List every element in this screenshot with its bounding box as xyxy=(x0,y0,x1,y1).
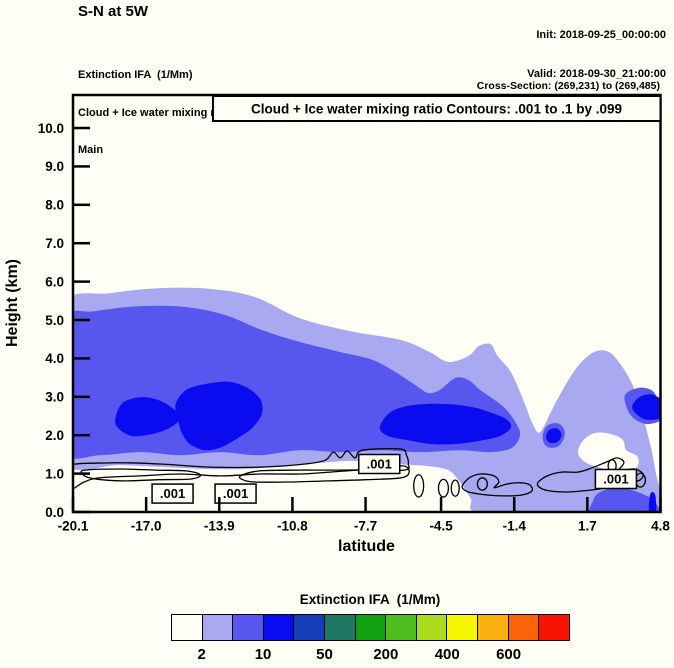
y-tick-label-7.0: 7.0 xyxy=(45,236,64,251)
fill-region-medium-bottom-right xyxy=(589,487,661,512)
x-tick-label--13.9: -13.9 xyxy=(204,519,235,534)
colorbar-cell-1 xyxy=(201,614,234,641)
y-axis-title: Height (km) xyxy=(4,259,21,347)
colorbar-cell-4 xyxy=(293,614,326,641)
chart-title-box: Cloud + Ice water mixing ratio Contours:… xyxy=(212,95,662,122)
cloud-outline-oval-1 xyxy=(437,478,450,498)
plot-title: S-N at 5W xyxy=(78,3,149,20)
colorbar-cell-7 xyxy=(385,614,417,641)
colorbar-tick-600: 600 xyxy=(496,646,522,663)
field-domain-label: Main xyxy=(78,144,104,156)
fill-region-dark-core-main xyxy=(175,381,263,451)
contour-label-box-2 xyxy=(358,453,401,475)
colorbar-title: Extinction IFA (1/Mm) xyxy=(299,592,441,607)
init-valid-block: Init: 2018-09-25_00:00:00 Valid: 2018-09… xyxy=(527,3,666,107)
x-tick-label--20.1: -20.1 xyxy=(58,519,89,534)
x-tick-label-4.8: 4.8 xyxy=(651,519,670,534)
y-tick-label-2.0: 2.0 xyxy=(45,428,64,443)
colorbar-cell-12 xyxy=(538,614,570,641)
contour-label-text-2: .001 xyxy=(367,457,392,472)
contour-label-box-0 xyxy=(151,483,194,504)
x-axis-title: latitude xyxy=(338,538,395,555)
cloud-outline-oval-3 xyxy=(476,477,488,491)
y-tick-label-8.0: 8.0 xyxy=(45,198,64,213)
cloud-outline-oval-0 xyxy=(413,474,425,498)
cloud-outline-mid xyxy=(461,473,534,497)
fill-region-dark-core-east xyxy=(379,403,512,445)
fill-region-dark-core-far-right xyxy=(632,394,661,420)
colorbar-cell-9 xyxy=(446,614,479,641)
x-tick-label--7.7: -7.7 xyxy=(354,519,377,534)
y-tick-label-5.0: 5.0 xyxy=(45,313,64,328)
colorbar-cell-5 xyxy=(324,614,356,641)
title-box-frame xyxy=(212,95,662,122)
y-tick-label-4.0: 4.0 xyxy=(45,351,64,366)
fill-region-dark-sliver xyxy=(648,492,657,512)
colorbar-cell-10 xyxy=(477,614,509,641)
filled-contour-layer xyxy=(73,287,661,512)
x-tick-label--10.8: -10.8 xyxy=(277,519,308,534)
colorbar-tick-400: 400 xyxy=(434,646,460,663)
x-tick-label-1.7: 1.7 xyxy=(578,519,597,534)
y-tick-label-6.0: 6.0 xyxy=(45,274,64,289)
axes-layer: 0.0 1.0 2.0 3.0 4.0 5.0 6.0 7.0 8.0 9.0 10.0 -20.1 -… xyxy=(38,93,670,534)
y-tick-label-0.0: 0.0 xyxy=(45,505,64,520)
x-tick-label--17.0: -17.0 xyxy=(131,519,162,534)
contour-label-box-1 xyxy=(214,483,257,504)
cloud-outline-west-inner-a xyxy=(80,468,202,482)
colorbar-tick-200: 200 xyxy=(373,646,399,663)
colorbar-tick-50: 50 xyxy=(316,646,333,663)
valid-time-label: Valid: 2018-09-30_21:00:00 xyxy=(527,68,666,80)
y-tick-label-3.0: 3.0 xyxy=(45,390,64,405)
colorbar-cell-6 xyxy=(354,614,387,641)
contour-label-box-3 xyxy=(594,468,638,490)
field-extinction-label: Extinction IFA (1/Mm) xyxy=(78,69,193,81)
contour-label-text-1: .001 xyxy=(223,486,248,501)
cross-section-plot: .001 .001 .001 .001 0.0 1.0 2.0 3.0 4.0 5.0 6.0 7.… xyxy=(4,93,670,555)
colorbar-cell-3 xyxy=(262,614,295,641)
contour-label-text-0: .001 xyxy=(160,486,185,501)
cloud-outline-west-inner-b xyxy=(238,465,410,483)
contour-label-text-3: .001 xyxy=(603,471,628,486)
cross-section-label: Cross-Section: (269,231) to (269,485) xyxy=(476,80,660,92)
colorbar-tick-10: 10 xyxy=(254,646,272,663)
y-tick-label-10.0: 10.0 xyxy=(38,121,64,136)
x-tick-label--4.5: -4.5 xyxy=(429,519,453,534)
fill-region-dark-core-west xyxy=(115,397,181,437)
colorbar-cell-8 xyxy=(415,614,448,641)
cloud-outline-west-outer xyxy=(73,447,410,490)
x-tick-label--1.4: -1.4 xyxy=(503,519,527,534)
colorbar-cell-0 xyxy=(171,614,203,641)
colorbar-tick-2: 2 xyxy=(197,646,206,663)
y-tick-label-9.0: 9.0 xyxy=(45,159,64,174)
contour-label-layer: .001 .001 .001 .001 xyxy=(151,453,638,504)
colorbar xyxy=(171,614,570,641)
init-time-label: Init: 2018-09-25_00:00:00 xyxy=(536,29,666,41)
title-box-text: Cloud + Ice water mixing ratio Contours:… xyxy=(251,102,622,117)
colorbar-cell-2 xyxy=(232,614,264,641)
y-tick-label-1.0: 1.0 xyxy=(45,466,64,481)
fill-region-dark-dot xyxy=(546,428,562,444)
cloud-outline-oval-2 xyxy=(450,479,460,497)
colorbar-cell-11 xyxy=(507,614,540,641)
